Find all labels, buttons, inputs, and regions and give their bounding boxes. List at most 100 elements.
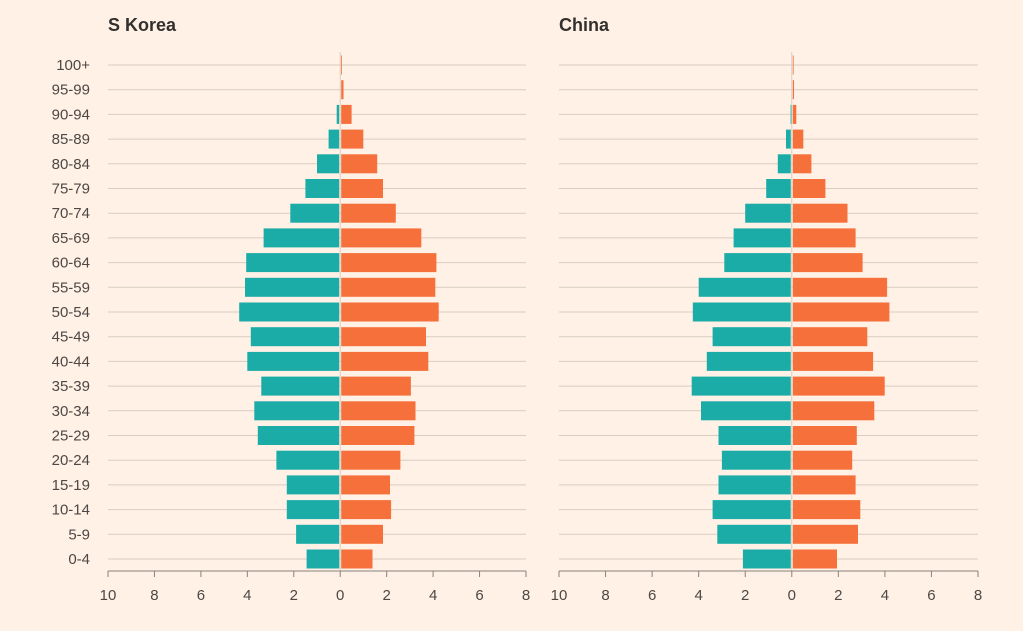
age-label: 15-19: [52, 477, 90, 494]
age-label: 60-64: [52, 255, 90, 272]
china-left-bar-70-74: [745, 203, 791, 223]
age-label: 85-89: [52, 131, 90, 148]
korea-right-bar-70-74: [341, 203, 396, 223]
age-label: 30-34: [52, 403, 90, 420]
china-right-bar-70-74: [792, 203, 848, 223]
china-left-bar-25-29: [718, 426, 791, 445]
korea-left-bar-5-9: [296, 524, 340, 544]
age-label: 65-69: [52, 230, 90, 247]
korea-right-bar-100+: [341, 55, 342, 75]
korea-left-bar-75-79: [305, 179, 340, 198]
korea-right-bar-85-89: [341, 129, 364, 149]
korea-right-bar-0-4: [341, 549, 373, 569]
korea-x-tick-label: 4: [429, 587, 437, 604]
korea-left-bar-90-94: [336, 104, 340, 124]
korea-right-bar-40-44: [341, 351, 429, 371]
korea-right-bar-10-14: [341, 500, 392, 520]
china-x-tick-label: 8: [601, 587, 609, 604]
korea-right-bar-5-9: [341, 524, 383, 544]
china-x-tick-label: 6: [648, 587, 656, 604]
korea-left-bar-0-4: [306, 549, 340, 569]
korea-right-bar-95-99: [341, 80, 344, 100]
korea-left-bar-20-24: [276, 450, 340, 470]
korea-right-bar-65-69: [341, 228, 422, 248]
korea-left-bar-60-64: [246, 253, 340, 273]
china-x-tick-label: 4: [881, 587, 889, 604]
china-left-bar-80-84: [777, 154, 791, 174]
china-x-tick-label: 4: [694, 587, 702, 604]
age-label: 75-79: [52, 181, 90, 198]
age-label: 100+: [56, 57, 90, 74]
china-right-bar-50-54: [792, 302, 890, 322]
china-left-bar-75-79: [766, 179, 791, 198]
korea-left-bar-70-74: [290, 203, 340, 223]
china-right-bar-95-99: [792, 80, 794, 100]
korea-left-bar-50-54: [239, 302, 340, 322]
china-left-bar-5-9: [717, 524, 791, 544]
korea-right-bar-90-94: [341, 104, 352, 124]
korea-x-tick-label: 8: [522, 587, 530, 604]
korea-right-bar-75-79: [341, 179, 383, 198]
korea-right-bar-15-19: [341, 475, 390, 495]
korea-left-bar-55-59: [245, 277, 340, 297]
china-right-bar-15-19: [792, 475, 856, 495]
china-right-bar-65-69: [792, 228, 856, 248]
china-left-bar-85-89: [786, 129, 791, 149]
china-title: China: [559, 15, 610, 35]
age-label: 20-24: [52, 452, 90, 469]
korea-title: S Korea: [108, 15, 177, 35]
china-right-bar-40-44: [792, 351, 874, 371]
china-left-bar-35-39: [691, 376, 791, 396]
china-right-bar-60-64: [792, 253, 863, 273]
korea-right-bar-35-39: [341, 376, 411, 396]
china-left-bar-60-64: [724, 253, 791, 273]
china-left-bar-20-24: [721, 450, 791, 470]
china-x-tick-label: 8: [974, 587, 982, 604]
china-x-tick-label: 6: [927, 587, 935, 604]
china-left-bar-90-94: [790, 104, 792, 124]
china-right-bar-85-89: [792, 129, 804, 149]
korea-x-tick-label: 2: [382, 587, 390, 604]
china-right-bar-30-34: [792, 401, 875, 421]
china-right-bar-80-84: [792, 154, 812, 174]
china-right-bar-5-9: [792, 524, 858, 544]
china-left-bar-65-69: [733, 228, 791, 248]
korea-left-bar-45-49: [250, 327, 340, 347]
age-label: 70-74: [52, 205, 90, 222]
korea-x-tick-label: 8: [150, 587, 158, 604]
korea-left-bar-10-14: [286, 500, 340, 520]
age-label: 25-29: [52, 428, 90, 445]
china-left-bar-55-59: [698, 277, 791, 297]
china-left-bar-15-19: [718, 475, 791, 495]
china-right-bar-100+: [792, 55, 794, 75]
china-right-bar-35-39: [792, 376, 885, 396]
age-label: 0-4: [68, 551, 90, 568]
korea-x-tick-label: 0: [336, 587, 344, 604]
china-right-bar-45-49: [792, 327, 868, 347]
age-label: 35-39: [52, 378, 90, 395]
china-right-bar-90-94: [792, 104, 797, 124]
china-left-bar-45-49: [712, 327, 791, 347]
china-left-bar-40-44: [706, 351, 791, 371]
korea-pyramid-panel: S Korea 100+ 95-99 90-94 85-89 80-84 75-79 70-7…: [52, 15, 531, 604]
korea-right-bar-60-64: [341, 253, 437, 273]
korea-right-bar-30-34: [341, 401, 416, 421]
korea-right-bar-20-24: [341, 450, 401, 470]
age-label: 90-94: [52, 106, 90, 123]
age-label: 45-49: [52, 329, 90, 346]
korea-right-bar-45-49: [341, 327, 426, 347]
korea-left-bar-35-39: [261, 376, 340, 396]
korea-left-bar-30-34: [254, 401, 340, 421]
age-label: 80-84: [52, 156, 90, 173]
china-left-bar-50-54: [692, 302, 791, 322]
korea-left-bar-40-44: [247, 351, 340, 371]
age-label: 40-44: [52, 353, 90, 370]
age-label: 5-9: [68, 526, 90, 543]
china-right-bar-20-24: [792, 450, 853, 470]
korea-x-tick-label: 6: [197, 587, 205, 604]
china-x-tick-label: 10: [551, 587, 568, 604]
korea-x-tick-label: 10: [100, 587, 117, 604]
korea-right-bar-50-54: [341, 302, 439, 322]
korea-left-bar-80-84: [317, 154, 340, 174]
age-label: 95-99: [52, 82, 90, 99]
